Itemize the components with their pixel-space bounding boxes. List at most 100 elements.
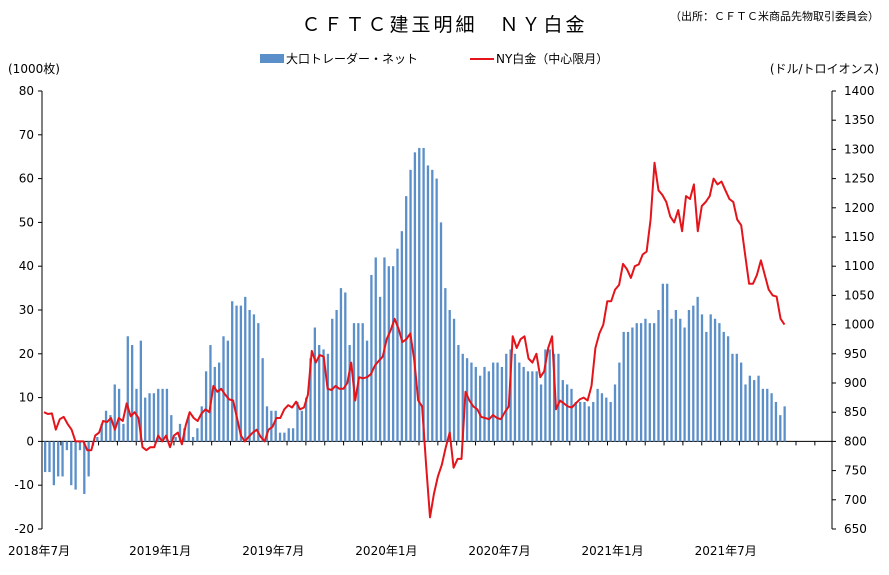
left-axis-tick-label: 60 [19,172,34,186]
net-position-bar [409,169,412,442]
net-position-bar [283,432,286,442]
net-position-bar [48,441,51,473]
net-position-bar [474,366,477,442]
net-position-bar [392,266,395,442]
net-position-bar [348,345,351,442]
net-position-bar [187,415,190,442]
net-position-bar [113,384,116,442]
x-axis-tick-label: 2019年7月 [242,544,304,558]
net-position-bar [252,314,256,442]
net-position-bar [387,266,390,442]
right-axis-tick-label: 800 [844,434,867,448]
left-axis-tick-label: 70 [19,128,34,142]
net-position-bar [531,371,534,442]
net-position-bar [274,410,277,442]
net-position-bar [61,441,64,477]
net-position-bar [718,323,721,442]
net-position-bar [287,428,290,442]
left-axis-tick-label: 50 [19,215,34,229]
net-position-bar [509,349,512,442]
net-position-bar [783,406,786,442]
net-position-bar [204,371,208,442]
net-position-bar [696,296,699,442]
net-position-bar [126,336,129,442]
net-position-bar [400,231,403,442]
net-position-bar [100,423,103,442]
net-position-bar [300,410,303,442]
net-position-bar [296,401,299,442]
net-position-bar [761,388,765,442]
net-position-bar [753,380,756,442]
x-axis-tick-label: 2020年1月 [355,544,417,558]
net-position-bar [544,349,547,442]
net-position-bar [331,318,334,442]
net-position-bar [596,388,599,442]
net-position-bar [200,406,203,442]
net-position-bar [631,327,634,442]
net-position-bar [622,331,625,442]
net-position-bar [670,318,673,442]
net-position-bar [674,310,678,442]
left-axis-tick-label: -10 [14,478,34,492]
right-axis-tick-label: 950 [844,347,867,361]
net-position-bar [174,437,177,442]
net-position-bar [339,288,343,442]
net-position-bar [191,437,195,442]
net-position-bar [365,340,369,442]
net-position-bar [561,380,564,442]
net-position-bar [731,353,734,442]
net-position-bar [378,296,382,442]
net-position-bar [487,371,490,442]
net-position-bar [239,305,243,442]
net-position-bar [322,349,325,442]
net-position-bar [653,323,656,442]
net-position-bar [552,353,556,442]
net-position-bar [248,310,251,442]
x-axis-tick-label: 2018年7月 [8,544,70,558]
net-position-bar [222,336,225,442]
net-position-bar [644,318,647,442]
net-position-bar [148,393,151,442]
net-position-bar [526,371,530,442]
net-position-bar [370,274,373,442]
right-axis-unit: (ドル/トロイオンス) [769,62,879,76]
net-position-bar [766,388,769,442]
right-axis-tick-label: 650 [844,522,867,536]
net-position-bar [418,147,421,442]
legend-label-bars: 大口トレーダー・ネット [286,52,419,66]
net-position-bar [518,362,521,442]
net-position-bar [57,441,60,477]
net-position-bar [774,401,778,442]
net-position-bar [431,169,434,442]
left-axis-tick-label: 40 [19,259,34,273]
left-axis-tick-label: -20 [14,522,34,536]
net-position-bar [587,406,591,442]
net-position-bar [600,393,604,442]
platinum-price-line [43,161,786,519]
net-position-bar [570,388,573,442]
net-position-bar [78,441,82,451]
net-position-bar [770,393,773,442]
net-position-bar [70,441,73,486]
net-position-bar [396,248,399,442]
right-axis-tick-label: 1200 [844,201,875,215]
net-position-bar [413,152,417,442]
net-position-bar [661,283,664,442]
net-position-bar [583,401,586,442]
right-axis-tick-label: 900 [844,376,867,390]
left-axis-tick-label: 10 [19,391,34,405]
net-position-bar [52,441,55,486]
net-position-bar [44,441,47,473]
net-position-bar [735,353,738,442]
net-position-bar [513,353,517,442]
net-position-bar [605,397,608,442]
net-position-bar [687,310,691,442]
net-position-bar [231,301,234,442]
left-axis-unit: (1000枚) [8,62,60,76]
net-position-bar [539,384,543,442]
net-position-bar [117,388,121,442]
legend-swatch-line [470,57,494,60]
net-position-bar [109,415,112,442]
net-position-bar [740,362,743,442]
net-position-bar [639,323,643,442]
